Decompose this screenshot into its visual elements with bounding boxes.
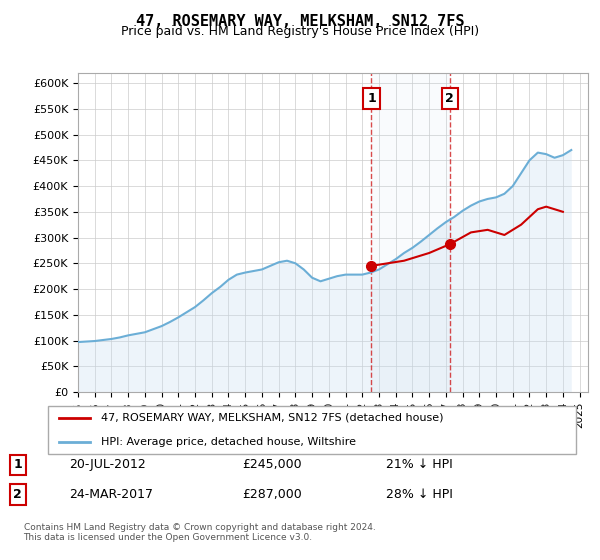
Text: Price paid vs. HM Land Registry's House Price Index (HPI): Price paid vs. HM Land Registry's House … — [121, 25, 479, 38]
Text: HPI: Average price, detached house, Wiltshire: HPI: Average price, detached house, Wilt… — [101, 437, 356, 447]
Text: Contains HM Land Registry data © Crown copyright and database right 2024.
This d: Contains HM Land Registry data © Crown c… — [23, 523, 375, 542]
Text: £287,000: £287,000 — [242, 488, 302, 501]
Text: 47, ROSEMARY WAY, MELKSHAM, SN12 7FS (detached house): 47, ROSEMARY WAY, MELKSHAM, SN12 7FS (de… — [101, 413, 443, 423]
Text: 2: 2 — [445, 92, 454, 105]
Text: 1: 1 — [367, 92, 376, 105]
FancyBboxPatch shape — [48, 406, 576, 454]
Text: 2: 2 — [13, 488, 22, 501]
Text: £245,000: £245,000 — [242, 458, 302, 472]
Text: 20-JUL-2012: 20-JUL-2012 — [70, 458, 146, 472]
Bar — [371, 73, 450, 392]
Text: 28% ↓ HPI: 28% ↓ HPI — [386, 488, 453, 501]
Text: 47, ROSEMARY WAY, MELKSHAM, SN12 7FS: 47, ROSEMARY WAY, MELKSHAM, SN12 7FS — [136, 14, 464, 29]
Text: 1: 1 — [13, 458, 22, 472]
Text: 24-MAR-2017: 24-MAR-2017 — [70, 488, 154, 501]
Text: 21% ↓ HPI: 21% ↓ HPI — [386, 458, 453, 472]
